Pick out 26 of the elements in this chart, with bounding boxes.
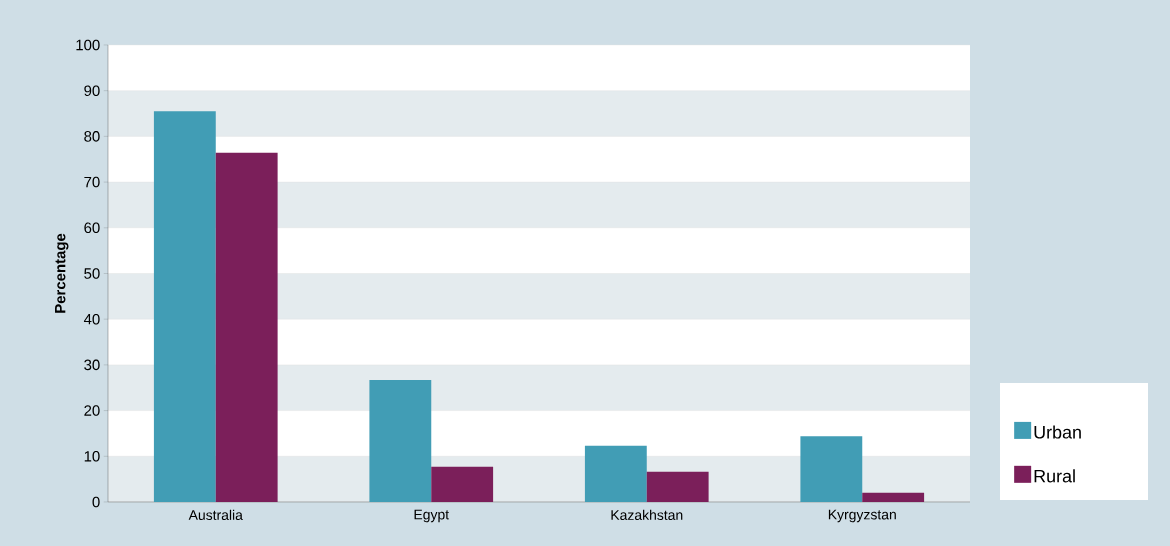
y-tick-label: 60	[84, 222, 100, 234]
legend-label: Urban	[1034, 425, 1081, 439]
bar	[153, 111, 216, 502]
bar	[215, 152, 278, 502]
bar	[431, 466, 494, 502]
y-tick-label: 90	[84, 85, 100, 96]
x-tick-label: Kazakhstan	[611, 509, 683, 520]
y-tick-label: 50	[84, 268, 100, 279]
legend-label: Rural	[1034, 469, 1075, 483]
bar	[800, 436, 863, 502]
x-tick-label: Australia	[188, 509, 243, 520]
y-tick-label: 20	[84, 405, 100, 416]
y-tick-label: 100	[76, 39, 100, 51]
y-tick-label: 30	[84, 359, 100, 371]
y-tick-label: 70	[84, 176, 100, 188]
bar	[369, 379, 432, 502]
y-tick-label: 40	[83, 313, 100, 325]
bar	[646, 471, 709, 502]
y-tick-label: 10	[84, 450, 100, 462]
bar	[862, 492, 925, 502]
bar	[584, 445, 647, 502]
y-tick-label: 0	[92, 496, 100, 508]
y-tick-label: 80	[84, 131, 100, 142]
y-axis-title: Percentage	[55, 233, 69, 313]
x-tick-label: Egypt	[414, 509, 449, 523]
x-tick-label: Kyrgyzstan	[828, 509, 896, 523]
